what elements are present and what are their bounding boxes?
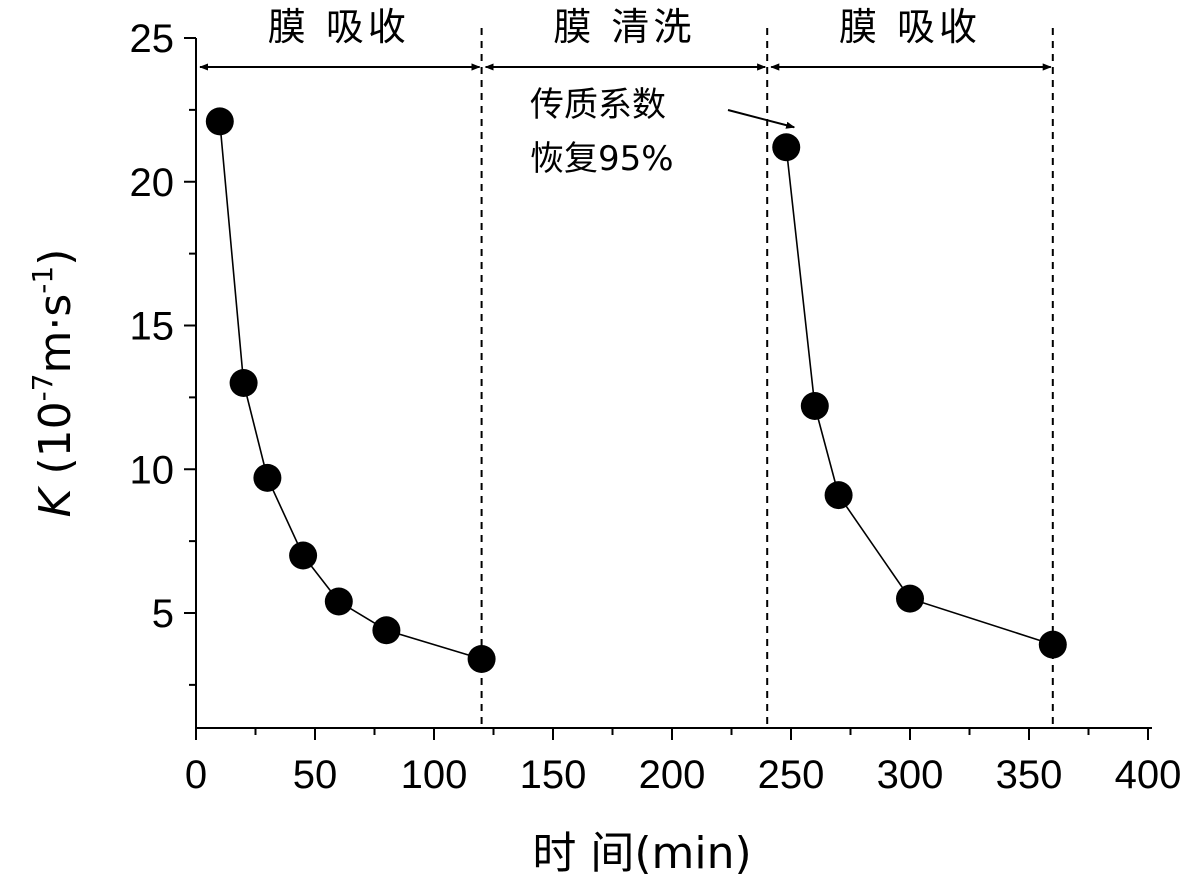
phase-label: 膜 清洗 [553, 5, 695, 49]
data-point [772, 133, 801, 162]
y-axis-unit-close: ) [30, 249, 81, 266]
data-series [205, 107, 1067, 673]
axes: 0 50 100 150 200 250 300 350 400 5 10 15 20 25 时 间(min… [26, 17, 1181, 879]
x-tick-label: 0 [185, 753, 207, 797]
x-tick-label: 250 [758, 753, 825, 797]
y-tick-label: 10 [130, 448, 175, 492]
y-tick-label: 15 [130, 305, 175, 349]
x-tick-label: 400 [1115, 753, 1182, 797]
y-axis-exponent: -1 [26, 266, 59, 294]
series-line [219, 121, 482, 660]
annotation-arrow [727, 109, 796, 129]
y-axis-symbol: K [30, 485, 81, 517]
phase-label: 膜 吸收 [268, 5, 410, 49]
y-tick-label: 20 [130, 161, 175, 205]
data-point [824, 481, 853, 510]
data-point [289, 541, 318, 570]
data-point [372, 616, 401, 645]
x-tick-label: 50 [293, 753, 338, 797]
y-axis-exponent: -7 [26, 373, 59, 401]
x-tick-label: 100 [401, 753, 468, 797]
phase-label: 膜 吸收 [839, 5, 981, 49]
data-point [205, 107, 234, 136]
annotation-text: 恢复95% [530, 139, 674, 179]
data-point [229, 369, 258, 397]
phase-annotations: 膜 吸收 膜 清洗 膜 吸收 [199, 5, 1054, 728]
x-tick-label: 300 [877, 753, 944, 797]
x-tick-label: 150 [520, 753, 587, 797]
series-line [785, 147, 1054, 646]
x-tick-label: 200 [639, 753, 706, 797]
data-point [253, 463, 282, 492]
annotation-text: 传质系数 [530, 85, 666, 125]
y-axis-unit-mid: m·s [30, 294, 81, 374]
y-tick-label: 5 [152, 592, 174, 636]
x-axis-title: 时 间(min) [532, 828, 751, 879]
data-point [800, 392, 829, 420]
y-tick-label: 25 [130, 17, 175, 61]
data-point [324, 587, 353, 616]
data-point [1038, 630, 1067, 659]
x-tick-label: 350 [996, 753, 1063, 797]
data-point [467, 645, 496, 673]
y-axis-unit-open: (10 [30, 401, 81, 488]
data-point [896, 584, 924, 613]
y-axis-title: K (10-7m·s-1) [26, 249, 81, 518]
